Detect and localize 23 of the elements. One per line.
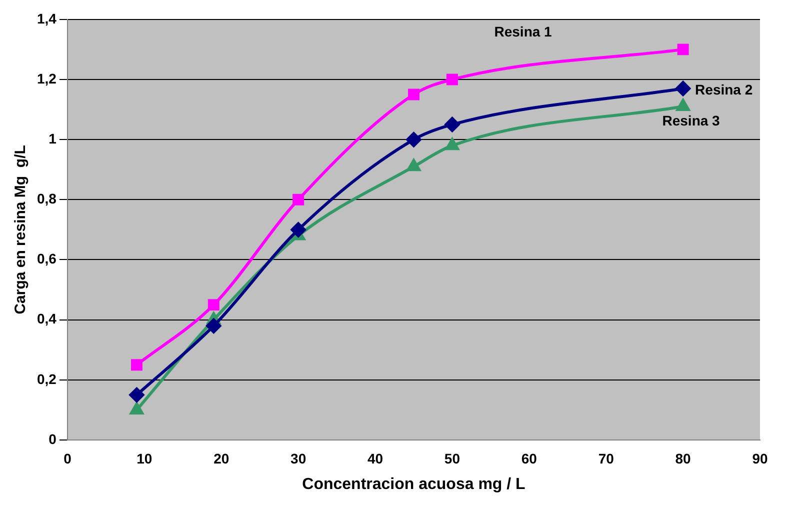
y-tick-label: 0 xyxy=(48,430,57,447)
y-tick-label: 1,2 xyxy=(36,70,57,86)
x-tick-label: 80 xyxy=(675,450,692,466)
x-tick-label: 30 xyxy=(290,450,306,466)
x-tick-label: 90 xyxy=(752,450,768,466)
y-tick-label: 0,2 xyxy=(36,370,57,387)
series-label: Resina 1 xyxy=(494,23,552,40)
x-tick-label: 20 xyxy=(214,450,230,466)
y-tick-label: 1,4 xyxy=(36,10,57,26)
y-tick-label: 0,6 xyxy=(36,250,57,267)
y-tick-label: 1 xyxy=(48,130,57,146)
series-label: Resina 3 xyxy=(662,112,720,128)
series-label: Resina 2 xyxy=(695,81,753,98)
x-tick-label: 10 xyxy=(136,450,152,466)
x-tick-label: 60 xyxy=(521,450,538,466)
x-tick-label: 0 xyxy=(64,450,72,466)
y-tick-label: 0,4 xyxy=(36,310,57,327)
x-tick-label: 70 xyxy=(598,450,614,466)
y-tick-label: 0,8 xyxy=(36,190,57,207)
x-axis-title: Concentracion acuosa mg / L xyxy=(302,476,526,493)
x-tick-label: 50 xyxy=(444,450,460,466)
y-axis-title: Carga en resina Mg g/L xyxy=(12,145,30,314)
x-tick-label: 40 xyxy=(367,450,384,466)
